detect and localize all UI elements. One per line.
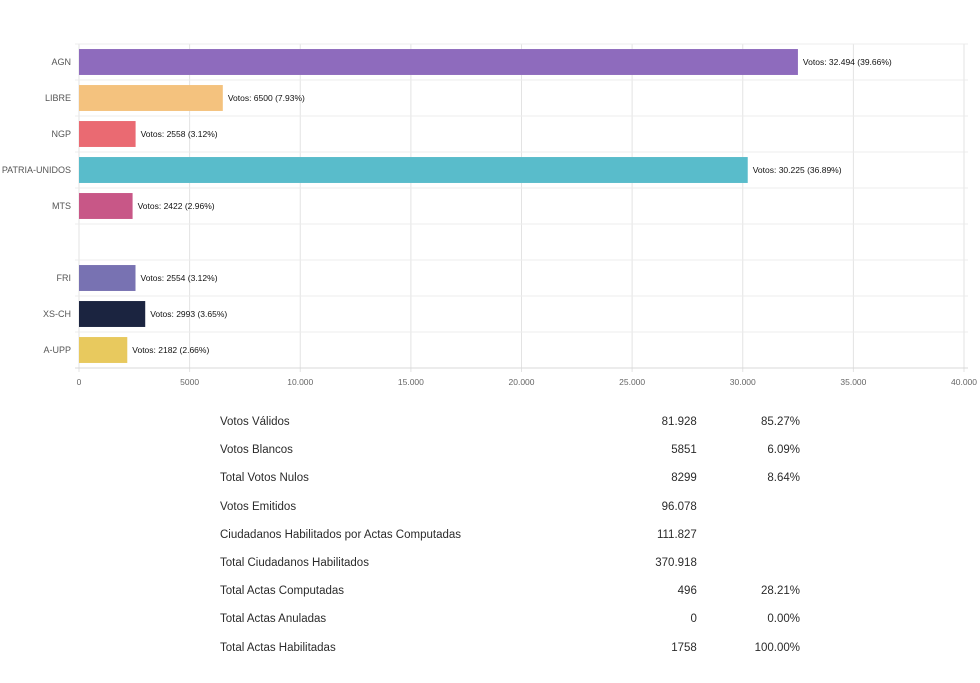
bar-patria-unidos[interactable]	[79, 157, 748, 183]
table-row: Total Actas Habilitadas 1758 100.00%	[220, 634, 800, 662]
category-label: MTS	[52, 201, 71, 211]
table-row: Total Actas Anuladas 0 0.00%	[220, 605, 800, 633]
row-percent	[697, 549, 800, 577]
data-label: Votos: 32.494 (39.66%)	[803, 57, 892, 67]
votes-bar-chart: AGN LIBRE NGP PATRIA-UNIDOS MTS FRI XS-CH A-UPP…	[2, 43, 978, 387]
category-labels: AGN LIBRE NGP PATRIA-UNIDOS MTS FRI XS-CH A-UPP	[2, 57, 71, 355]
grid-lines	[75, 43, 968, 372]
x-tick-label: 10.000	[287, 377, 313, 387]
row-value: 81.928	[661, 416, 697, 429]
table-row: Ciudadanos Habilitados por Actas Computa…	[220, 521, 800, 549]
row-value: 1758	[671, 641, 697, 654]
row-percent: 8.64%	[767, 472, 800, 485]
data-label: Votos: 30.225 (36.89%)	[753, 165, 842, 175]
row-percent: 0.00%	[767, 613, 800, 626]
x-tick-label: 0	[77, 377, 82, 387]
data-label: Votos: 2554 (3.12%)	[141, 273, 218, 283]
bar-ngp[interactable]	[79, 121, 136, 147]
x-tick-label: 35.000	[840, 377, 866, 387]
table-row: Total Ciudadanos Habilitados 370.918	[220, 549, 800, 577]
x-axis-ticks: 0 5000 10.000 15.000 20.000 25.000 30.000 35.00…	[77, 377, 978, 387]
row-label: Total Actas Habilitadas	[220, 641, 336, 654]
row-label: Total Actas Computadas	[220, 585, 345, 598]
table-row: Votos Válidos 81.928 85.27%	[220, 408, 800, 436]
table-row: Votos Emitidos 96.078	[220, 493, 800, 521]
bar-libre[interactable]	[79, 85, 223, 111]
row-value: 96.078	[661, 500, 697, 513]
data-label: Votos: 2558 (3.12%)	[141, 129, 218, 139]
chart-canvas: AGN LIBRE NGP PATRIA-UNIDOS MTS FRI XS-CH A-UPP…	[2, 43, 978, 387]
category-label: LIBRE	[45, 93, 71, 103]
row-label: Votos Válidos	[220, 416, 290, 429]
row-percent: 6.09%	[767, 444, 800, 457]
row-label: Total Votos Nulos	[220, 472, 309, 485]
x-tick-label: 15.000	[398, 377, 424, 387]
row-value: 5851	[671, 444, 697, 457]
row-value: 8299	[671, 472, 697, 485]
table-row: Votos Blancos 5851 6.09%	[220, 436, 800, 464]
row-value: 0	[690, 613, 697, 626]
row-percent	[697, 493, 800, 521]
row-value: 370.918	[655, 557, 697, 570]
table-row: Total Actas Computadas 496 28.21%	[220, 577, 800, 605]
x-tick-label: 5000	[180, 377, 199, 387]
row-label: Votos Emitidos	[220, 500, 297, 513]
x-tick-label: 20.000	[509, 377, 535, 387]
row-percent	[697, 521, 800, 549]
category-label: FRI	[57, 273, 72, 283]
data-label: Votos: 6500 (7.93%)	[228, 93, 305, 103]
data-label: Votos: 2993 (3.65%)	[150, 309, 227, 319]
bar-fri[interactable]	[79, 265, 136, 291]
bars	[79, 49, 798, 363]
category-label: XS-CH	[43, 309, 71, 319]
row-label: Total Ciudadanos Habilitados	[220, 557, 369, 570]
data-label: Votos: 2422 (2.96%)	[138, 201, 215, 211]
row-value: 496	[677, 585, 697, 598]
data-labels: Votos: 32.494 (39.66%) Votos: 6500 (7.93%…	[132, 57, 892, 355]
category-label: PATRIA-UNIDOS	[2, 165, 71, 175]
category-label: AGN	[51, 57, 71, 67]
row-percent: 100.00%	[754, 641, 800, 654]
bar-xs-ch[interactable]	[79, 301, 146, 327]
row-percent: 85.27%	[760, 416, 800, 429]
row-label: Ciudadanos Habilitados por Actas Computa…	[220, 528, 462, 541]
data-label: Votos: 2182 (2.66%)	[132, 345, 209, 355]
bar-agn[interactable]	[79, 49, 798, 75]
row-percent: 28.21%	[760, 585, 800, 598]
x-tick-label: 40.000	[951, 377, 977, 387]
bar-a-upp[interactable]	[79, 337, 128, 363]
x-tick-label: 25.000	[619, 377, 645, 387]
table-row: Total Votos Nulos 8299 8.64%	[220, 464, 800, 492]
category-label: NGP	[51, 129, 71, 139]
summary-table: Votos Válidos 81.928 85.27% Votos Blanco…	[220, 408, 800, 662]
category-label: A-UPP	[43, 345, 71, 355]
row-label: Votos Blancos	[220, 444, 293, 457]
x-tick-label: 30.000	[730, 377, 756, 387]
row-label: Total Actas Anuladas	[220, 613, 327, 626]
bar-mts[interactable]	[79, 193, 133, 219]
row-value: 111.827	[656, 528, 697, 541]
